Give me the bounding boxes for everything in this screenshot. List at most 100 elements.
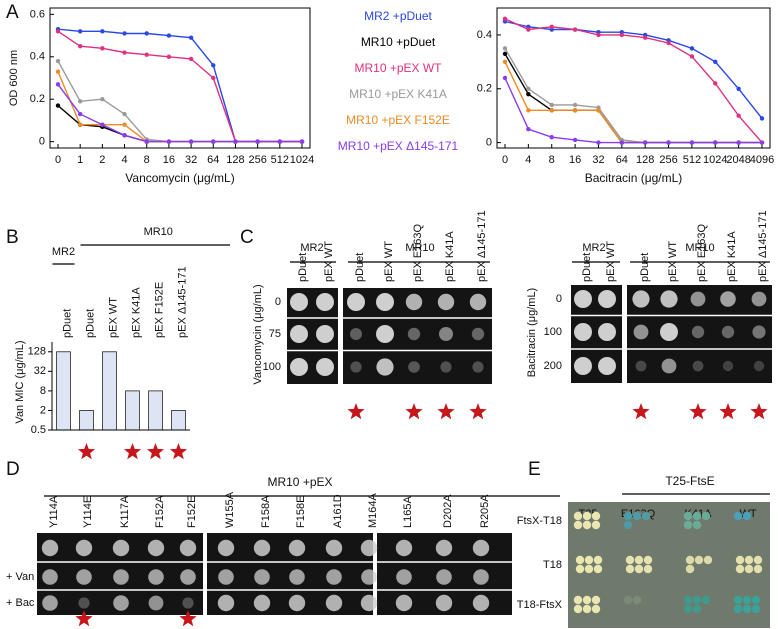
x-tick-label: 2 [99, 154, 105, 166]
data-point [55, 82, 61, 87]
colony-spot [179, 539, 197, 557]
star [719, 403, 737, 420]
colony [591, 511, 601, 521]
colony-spot [376, 293, 394, 311]
colony-spot [325, 539, 343, 557]
colony [643, 555, 653, 565]
data-point [502, 46, 508, 51]
y-tick-label: 0 [39, 136, 45, 148]
x-tick-label: pEX Δ145-171 [176, 266, 188, 338]
data-point [526, 91, 531, 97]
data-point [526, 86, 531, 91]
colony [625, 555, 635, 565]
data-point [666, 140, 671, 145]
colony-spot [690, 291, 706, 307]
data-point [689, 46, 695, 51]
data-point [100, 122, 105, 127]
colony [582, 520, 592, 530]
column-label: pEX WT [383, 241, 395, 282]
data-point [572, 137, 578, 143]
column-label: pDuet [581, 253, 593, 282]
x-tick-label: 64 [207, 154, 219, 166]
series-line [504, 53, 762, 144]
column-label: Y114E [82, 496, 94, 528]
colony [582, 604, 592, 614]
star [75, 610, 93, 627]
x-tick-label: 256 [659, 154, 677, 166]
colony [692, 604, 702, 614]
colony-spot [288, 539, 306, 557]
column-label: pDuet [639, 253, 651, 282]
column-label: pEX Δ145-171 [757, 210, 769, 282]
colony-spot [633, 324, 649, 340]
data-point [549, 108, 554, 113]
column-label: pEX E163Q [412, 223, 424, 282]
y-tick-label: 0 [486, 137, 492, 149]
colony-spot [180, 569, 196, 585]
colony [632, 511, 642, 521]
data-point [122, 133, 127, 138]
row-label: 0 [275, 296, 281, 308]
x-tick-label: 128 [226, 154, 244, 166]
colony-spot [253, 539, 271, 557]
panel-letter: B [6, 227, 19, 248]
data-point [526, 27, 531, 32]
bar [148, 390, 163, 431]
colony-spot [574, 290, 592, 308]
x-tick-label: pEX WT [107, 297, 119, 338]
x-tick-label: 0 [55, 154, 61, 166]
colony [582, 511, 592, 521]
bar [56, 351, 71, 431]
x-tick-label: 32 [185, 154, 197, 166]
y-tick-label: 0.6 [30, 8, 45, 20]
legend-entry: MR10 +pDuet [361, 35, 436, 49]
colony-spot [75, 539, 93, 557]
data-point [100, 97, 105, 102]
row-label: T18-FtsX [517, 599, 563, 611]
colony-spot [472, 539, 490, 557]
data-point [689, 140, 695, 145]
colony-spot [376, 325, 394, 343]
colony [744, 555, 754, 565]
column-label: L165A [402, 496, 414, 528]
star [179, 610, 197, 627]
colony-spot [574, 323, 592, 341]
colony [692, 511, 702, 521]
colony-spot [395, 594, 413, 612]
data-point [299, 139, 305, 144]
data-point [713, 140, 718, 145]
colony-spot [598, 290, 616, 308]
plot-frame [496, 7, 771, 149]
colony-spot [472, 361, 484, 373]
column-label: pDuet [354, 253, 366, 282]
colony-spot [113, 595, 129, 611]
colony [735, 555, 745, 565]
colony-spot [254, 569, 270, 585]
colony [683, 520, 693, 530]
data-point [277, 139, 283, 144]
y-tick-label: 0.4 [477, 29, 492, 41]
colony [683, 595, 693, 605]
colony [703, 555, 713, 565]
x-axis-title: Bacitracin (μg/mL) [585, 171, 683, 185]
x-tick-label: 64 [616, 154, 628, 166]
data-point [572, 108, 578, 113]
y-tick-label: 0.2 [30, 93, 45, 105]
star [750, 403, 768, 420]
data-point [572, 27, 578, 32]
colony [591, 604, 601, 614]
x-axis-title: Vancomycin (μg/mL) [125, 171, 234, 185]
colony [735, 564, 745, 574]
x-tick-label: 1 [77, 154, 83, 166]
star [405, 403, 423, 420]
series-line [57, 71, 302, 143]
colony-spot [751, 291, 767, 307]
series-line [57, 105, 302, 143]
colony-spot [78, 597, 90, 609]
data-point [188, 35, 194, 40]
column-label: pEX K41A [444, 231, 456, 282]
colony [701, 595, 711, 605]
colony-spot [290, 293, 308, 311]
data-point [526, 126, 531, 132]
colony [641, 511, 651, 521]
